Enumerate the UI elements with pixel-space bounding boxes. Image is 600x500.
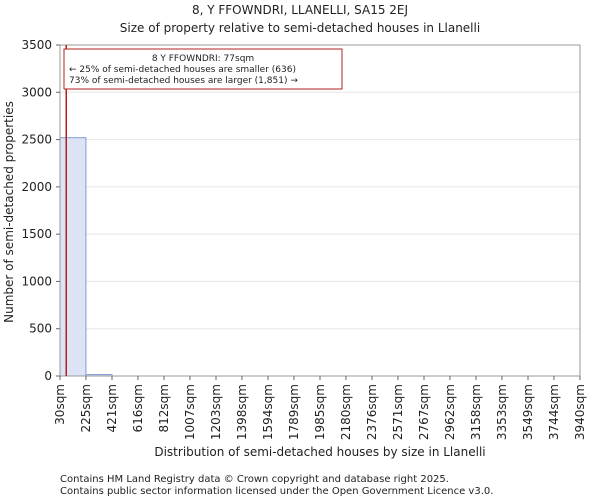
x-tick-label: 1594sqm [261,384,275,440]
x-tick-label: 3353sqm [495,384,509,440]
x-tick-label: 1398sqm [235,384,249,440]
annotation-line-3: 73% of semi-detached houses are larger (… [69,76,298,86]
footer-line-2: Contains public sector information licen… [60,486,493,497]
chart-title: 8, Y FFOWNDRI, LLANELLI, SA15 2EJ [192,3,408,17]
bar [59,137,87,377]
y-tick-label: 2000 [21,180,52,194]
x-tick-label: 2571sqm [391,384,405,440]
x-tick-label: 3940sqm [573,384,587,440]
y-tick-label: 1500 [21,227,52,241]
x-axis: 30sqm 225sqm 421sqm 616sqm 812sqm 1007sqm 1203… [53,376,587,440]
annotation-line-1: 8 Y FFOWNDRI: 77sqm [152,54,254,64]
x-tick-label: 3158sqm [469,384,483,440]
y-tick-label: 2500 [21,133,52,147]
x-tick-label: 812sqm [157,384,171,432]
y-tick-label: 500 [29,322,52,336]
x-tick-label: 616sqm [131,384,145,432]
x-tick-label: 30sqm [53,384,67,425]
x-tick-label: 1203sqm [209,384,223,440]
x-tick-label: 2767sqm [417,384,431,440]
plot-frame [59,44,581,377]
y-tick-label: 0 [44,369,52,383]
grid-lines [60,44,580,377]
y-tick-label: 1000 [21,274,52,288]
chart-subtitle: Size of property relative to semi-detach… [120,21,480,35]
x-tick-label: 1789sqm [287,384,301,440]
x-tick-label: 3549sqm [521,384,535,440]
footer-line-1: Contains HM Land Registry data © Crown c… [60,474,449,485]
bars [59,137,113,377]
y-axis: 0 500 1000 1500 2000 2500 3000 3500 [21,38,60,383]
x-tick-label: 421sqm [105,384,119,432]
x-tick-label: 2376sqm [365,384,379,440]
x-tick-label: 225sqm [79,384,93,432]
x-tick-label: 2962sqm [443,384,457,440]
x-tick-label: 1985sqm [313,384,327,440]
y-tick-label: 3500 [21,38,52,52]
x-tick-label: 3744sqm [547,384,561,440]
y-axis-label: Number of semi-detached properties [2,101,16,323]
x-tick-label: 2180sqm [339,384,353,440]
annotation-box: 8 Y FFOWNDRI: 77sqm ← 25% of semi-detach… [63,48,343,90]
x-tick-label: 1007sqm [183,384,197,440]
y-tick-label: 3000 [21,85,52,99]
annotation-line-2: ← 25% of semi-detached houses are smalle… [69,65,296,75]
x-axis-label: Distribution of semi-detached houses by … [154,445,485,459]
